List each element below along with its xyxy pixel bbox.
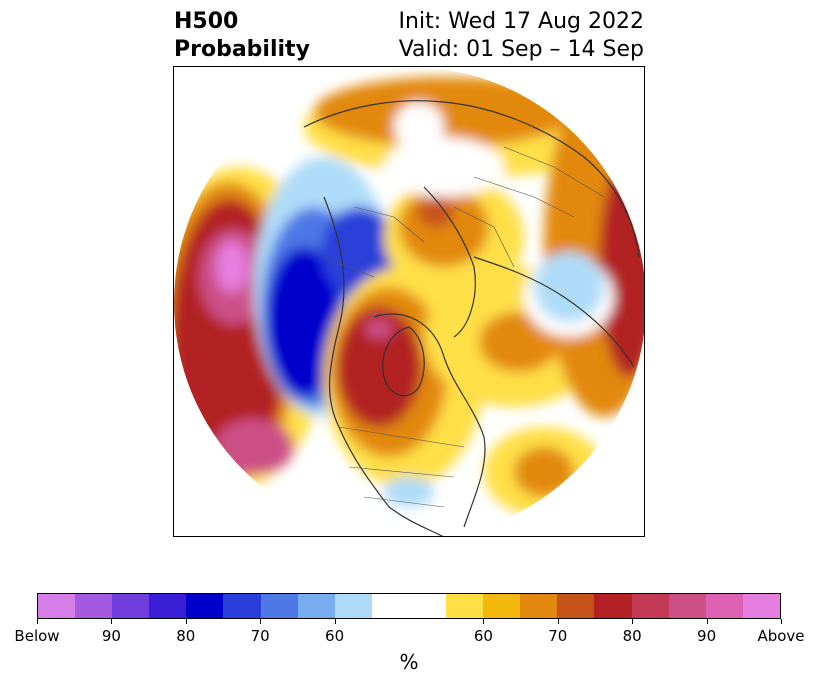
title-variable: H500 bbox=[174, 9, 239, 34]
hudson-bay bbox=[382, 326, 425, 397]
map-svg bbox=[174, 67, 644, 536]
anomaly-field bbox=[174, 67, 644, 536]
colorbar-tick-label: 70 bbox=[548, 627, 568, 645]
scandinavia-anomaly-peak bbox=[418, 196, 454, 228]
pole-gap bbox=[384, 137, 504, 197]
canada-anomaly-90 bbox=[365, 319, 393, 339]
colorbar-segment-4 bbox=[186, 594, 224, 618]
colorbar-tick-label: Below bbox=[14, 627, 60, 645]
coastlines bbox=[303, 100, 640, 536]
map-title-left: H500 Probability bbox=[174, 8, 310, 64]
atlantic-anomaly-70 bbox=[514, 447, 574, 497]
colorbar-tick-mark bbox=[632, 619, 634, 624]
colorbar bbox=[37, 593, 781, 619]
colorbar-tick-mark bbox=[37, 619, 38, 624]
colorbar-tick-label: 70 bbox=[250, 627, 270, 645]
borders bbox=[323, 146, 605, 508]
colorbar-tick-mark bbox=[483, 619, 485, 624]
east-atlantic-anomaly-70 bbox=[479, 312, 559, 372]
colorbar-tick-label: 60 bbox=[325, 627, 345, 645]
colorbar-unit: % bbox=[399, 650, 419, 674]
title-init-date: Init: Wed 17 Aug 2022 bbox=[398, 9, 644, 34]
colorbar-segment-18 bbox=[742, 594, 780, 618]
alaska-anomaly-80 bbox=[266, 247, 342, 397]
colorbar-tick-mark bbox=[111, 619, 113, 624]
colorbar-tick-mark bbox=[260, 619, 262, 624]
siberia-anomaly-80 bbox=[599, 157, 644, 377]
colorbar-segment-5 bbox=[223, 594, 261, 618]
colorbar-tick-label: 80 bbox=[622, 627, 642, 645]
colorbar-segment-0 bbox=[38, 594, 76, 618]
colorbar-segment-12 bbox=[520, 594, 558, 618]
colorbar-segment-7 bbox=[297, 594, 335, 618]
russia-anomaly-60 bbox=[534, 252, 604, 322]
colorbar-segment-10 bbox=[446, 594, 484, 618]
colorbar-segment-13 bbox=[557, 594, 595, 618]
us-state-lines bbox=[338, 426, 465, 508]
colorbar-segment-15 bbox=[631, 594, 669, 618]
eurasia-borders bbox=[453, 146, 605, 268]
colorbar-tick-label: 90 bbox=[697, 627, 717, 645]
arctic-anomaly-70 bbox=[314, 77, 574, 147]
north-america-west-coast bbox=[323, 196, 445, 536]
colorbar-segment-16 bbox=[668, 594, 706, 618]
canada-borders bbox=[323, 206, 425, 278]
colorbar-segment-2 bbox=[112, 594, 150, 618]
europe-coast bbox=[423, 186, 476, 338]
us-anomaly-60 bbox=[384, 477, 434, 507]
colorbar-segment-17 bbox=[705, 594, 743, 618]
eurasia-north-coast bbox=[303, 100, 640, 258]
title-product: Probability bbox=[174, 37, 310, 62]
title-valid-range: Valid: 01 Sep – 14 Sep bbox=[398, 37, 644, 62]
map-title-right: Init: Wed 17 Aug 2022 Valid: 01 Sep – 14… bbox=[399, 8, 644, 64]
colorbar-tick-mark bbox=[706, 619, 708, 624]
colorbar-segment-11 bbox=[483, 594, 521, 618]
canada-anomaly-80 bbox=[337, 307, 421, 427]
pacific-anomaly-above bbox=[216, 241, 248, 293]
colorbar-tick-mark bbox=[334, 619, 336, 624]
colorbar-tick-label: 80 bbox=[176, 627, 196, 645]
colorbar-tick-mark bbox=[781, 619, 782, 624]
colorbar-tick-label: 60 bbox=[473, 627, 493, 645]
colorbar-tick-mark bbox=[185, 619, 187, 624]
pacific-south-anomaly bbox=[214, 419, 294, 475]
colorbar-segment-9 bbox=[371, 594, 447, 618]
colorbar-segment-1 bbox=[75, 594, 113, 618]
north-america-east-coast bbox=[373, 313, 486, 528]
colorbar-segment-3 bbox=[149, 594, 187, 618]
colorbar-tick-label: Above bbox=[757, 627, 805, 645]
probability-map bbox=[173, 66, 645, 537]
asia-coast bbox=[473, 256, 635, 368]
colorbar-tick-mark bbox=[557, 619, 559, 624]
colorbar-tick-label: 90 bbox=[101, 627, 121, 645]
colorbar-segment-14 bbox=[594, 594, 632, 618]
colorbar-segment-8 bbox=[334, 594, 372, 618]
colorbar-segment-6 bbox=[260, 594, 298, 618]
